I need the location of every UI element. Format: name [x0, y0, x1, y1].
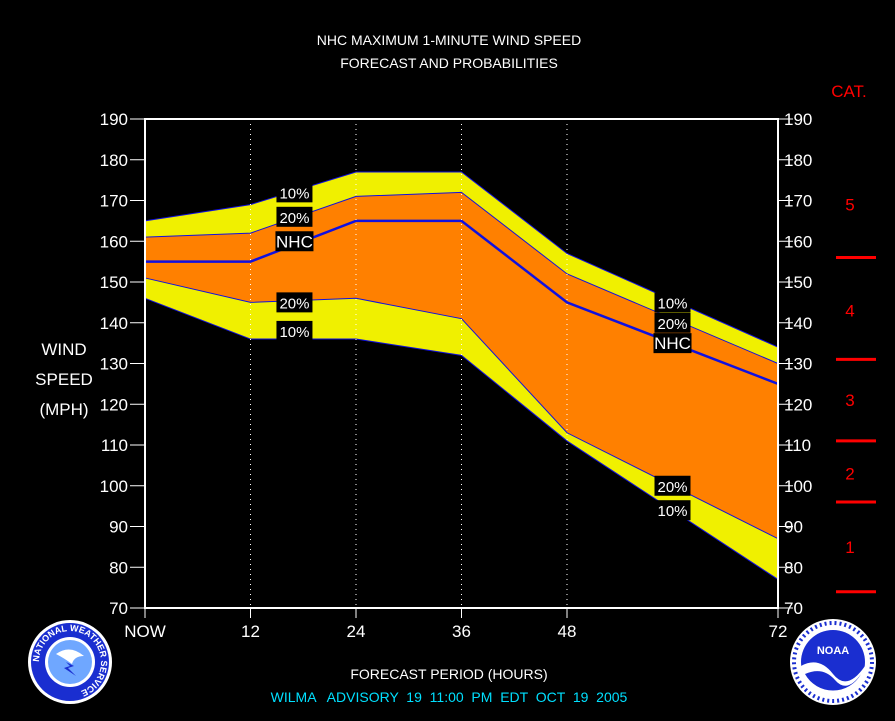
y-tick-label-right: 70	[784, 599, 803, 618]
series-label: NHC	[653, 333, 692, 354]
x-axis-label: FORECAST PERIOD (HOURS)	[350, 666, 547, 682]
band-20-percent	[145, 192, 778, 539]
y-tick-label-left: 100	[100, 477, 128, 496]
chart-subtitle: FORECAST AND PROBABILITIES	[340, 55, 558, 71]
y-tick-label-right: 170	[784, 192, 812, 211]
y-axis-label-line2: SPEED	[35, 370, 93, 389]
series-label-text: NHC	[276, 232, 313, 251]
y-tick-label-left: 80	[109, 558, 128, 577]
series-line-upper-10	[144, 171, 779, 348]
series-label-text: 10%	[279, 185, 309, 202]
x-tick-label: 12	[241, 622, 260, 641]
y-tick-label-right: 80	[784, 558, 803, 577]
nws-logo: NATIONAL WEATHER SERVICE	[28, 620, 112, 704]
series-label-text: 20%	[657, 316, 687, 333]
x-tick-label: 48	[558, 622, 577, 641]
y-tick-label-right: 160	[784, 232, 812, 251]
y-tick-label-right: 150	[784, 273, 812, 292]
plot-area: NOW 12 24 36 48 72 70 70 80 80 90 90 100 100 110 110 120…	[100, 110, 813, 641]
advisory-footer: WILMA ADVISORY 19 11:00 PM EDT OCT 19 20…	[271, 689, 628, 705]
y-tick-label-left: 110	[101, 436, 128, 455]
series-label-box	[275, 231, 314, 252]
y-tick-label-left: 160	[100, 232, 128, 251]
y-tick-label-right: 190	[784, 110, 812, 129]
category-label: 5	[845, 196, 854, 215]
y-tick-label-right: 110	[784, 436, 811, 455]
series-label-box	[654, 500, 691, 521]
category-label: 4	[845, 302, 854, 321]
noaa-logo: NOAA	[790, 619, 876, 705]
series-label-text: 10%	[657, 295, 687, 312]
y-tick-label-left: 150	[100, 273, 128, 292]
series-label-text: NHC	[654, 334, 691, 353]
category-label: 2	[845, 465, 854, 484]
series-label-box	[654, 292, 691, 313]
series-label-text: 20%	[657, 479, 687, 496]
y-tick-label-right: 130	[784, 355, 812, 374]
y-tick-label-left: 90	[109, 518, 128, 537]
category-scale: 1 2 3 4 5	[836, 196, 876, 594]
series-label-text: 10%	[279, 324, 309, 341]
series-line-lower-10	[144, 297, 779, 580]
y-tick-label-right: 140	[784, 314, 812, 333]
series-label: NHC	[275, 231, 314, 252]
series-label: 20%	[654, 475, 691, 496]
category-title: CAT.	[831, 82, 867, 101]
y-tick-label-left: 180	[100, 151, 128, 170]
series-label-text: 20%	[279, 210, 309, 227]
y-tick-label-right: 100	[784, 477, 812, 496]
series-label: 20%	[276, 292, 313, 313]
series-label-box	[653, 333, 692, 354]
series-line-lower-20	[144, 277, 779, 540]
series-label: 10%	[276, 320, 313, 341]
series-line-forecast	[145, 219, 779, 386]
y-tick-label-right: 180	[784, 151, 812, 170]
y-tick-label-right: 120	[784, 395, 812, 414]
noaa-logo-text: NOAA	[817, 645, 849, 657]
y-tick-label-left: 70	[109, 599, 128, 618]
x-tick-label: 36	[452, 622, 471, 641]
x-tick-label: 72	[769, 622, 788, 641]
y-tick-label-left: 120	[100, 395, 128, 414]
series-label-box	[276, 206, 313, 227]
y-tick-label-right: 90	[784, 518, 803, 537]
series-label-box	[654, 312, 691, 333]
y-tick-label-left: 130	[100, 355, 128, 374]
y-axis-label-line1: WIND	[41, 340, 86, 359]
series-label-text: 20%	[279, 295, 309, 312]
y-tick-label-left: 170	[100, 192, 128, 211]
series-label-box	[276, 292, 313, 313]
series-label: 20%	[276, 206, 313, 227]
series-label-text: 10%	[657, 503, 687, 520]
category-label: 1	[845, 538, 854, 557]
series-label-box	[276, 182, 313, 203]
y-tick-label-left: 140	[100, 314, 128, 333]
chart-title: NHC MAXIMUM 1-MINUTE WIND SPEED	[317, 32, 581, 48]
x-tick-label: 24	[347, 622, 366, 641]
series-label-box	[654, 475, 691, 496]
y-axis-label-line3: (MPH)	[39, 400, 88, 419]
series-label: 10%	[276, 182, 313, 203]
series-label: 20%	[654, 312, 691, 333]
series-label-box	[276, 320, 313, 341]
x-tick-label: NOW	[124, 622, 166, 641]
y-tick-label-left: 190	[100, 110, 128, 129]
series-line-upper-20	[144, 191, 779, 364]
category-label: 3	[845, 391, 854, 410]
series-label: 10%	[654, 292, 691, 313]
series-label: 10%	[654, 500, 691, 521]
